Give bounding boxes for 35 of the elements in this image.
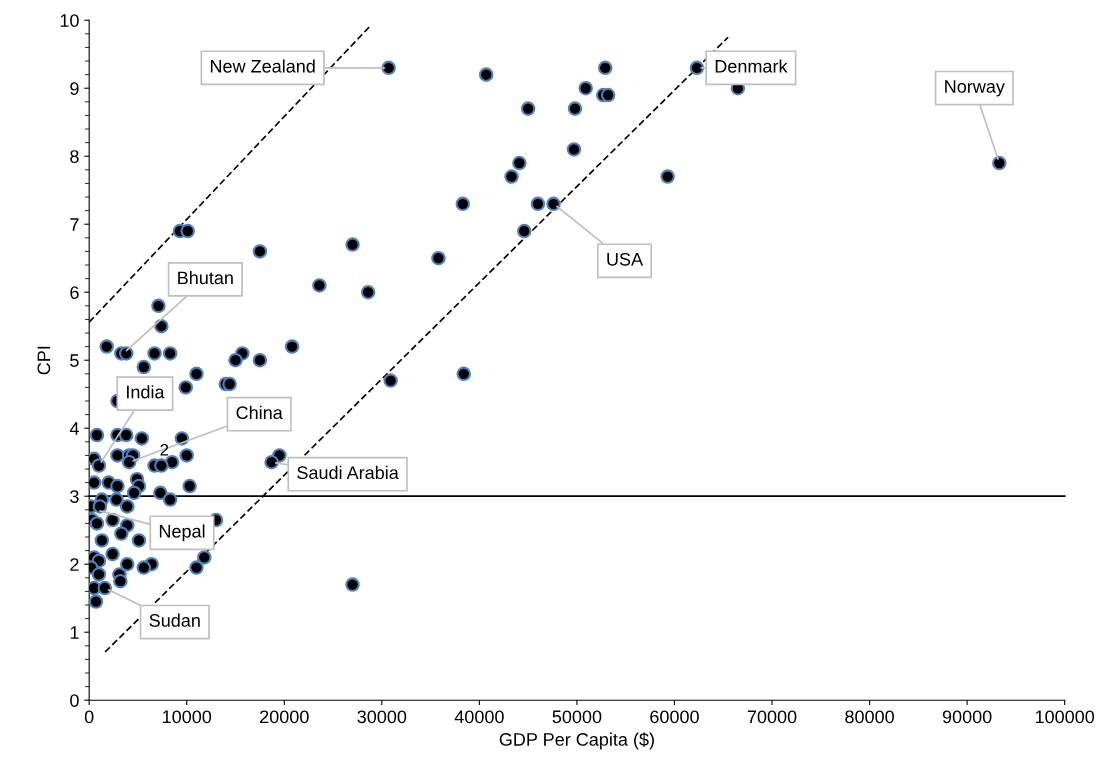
x-tick-label: 10000 — [163, 710, 212, 724]
annotation: 2 — [160, 443, 169, 456]
annotation: India — [127, 385, 165, 399]
x-tick-label: 50000 — [552, 710, 602, 724]
x-tick-label: 90000 — [942, 710, 992, 724]
x-tick-label: 30000 — [357, 710, 407, 724]
y-tick-label: 9 — [70, 82, 79, 95]
y-tick-label: 1 — [70, 626, 79, 639]
x-tick-label: 20000 — [260, 710, 309, 724]
x-tick-label: 100000 — [1035, 710, 1095, 724]
annotation: Bhutan — [178, 271, 233, 285]
y-tick-label: 10 — [60, 14, 79, 27]
annotation: Nepal — [159, 524, 205, 542]
y-tick-label: 2 — [70, 558, 79, 571]
y-axis-title: CPI — [37, 346, 51, 375]
annotation: USA — [607, 252, 644, 266]
y-tick-label: 5 — [70, 354, 79, 367]
x-tick-label: 70000 — [747, 710, 797, 724]
x-tick-label: 0 — [84, 710, 94, 724]
y-tick-label: 0 — [70, 694, 79, 707]
annotation: Norway — [945, 80, 1005, 97]
annotation: New Zealand — [210, 59, 315, 73]
y-tick-label: 4 — [69, 422, 79, 435]
annotation: Denmark — [715, 59, 788, 73]
annotation: Saudi Arabia — [297, 465, 399, 480]
x-tick-label: 40000 — [454, 710, 504, 724]
x-tick-label: 80000 — [845, 710, 894, 724]
x-axis-title: GDP Per Capita ($) — [499, 732, 654, 750]
y-tick-label: 3 — [70, 490, 79, 503]
annotation: Sudan — [149, 613, 200, 627]
y-tick-label: 8 — [70, 150, 79, 163]
x-tick-label: 60000 — [650, 710, 699, 724]
y-tick-label: 6 — [70, 286, 79, 299]
annotation: China — [236, 405, 283, 420]
y-tick-label: 7 — [70, 218, 79, 231]
